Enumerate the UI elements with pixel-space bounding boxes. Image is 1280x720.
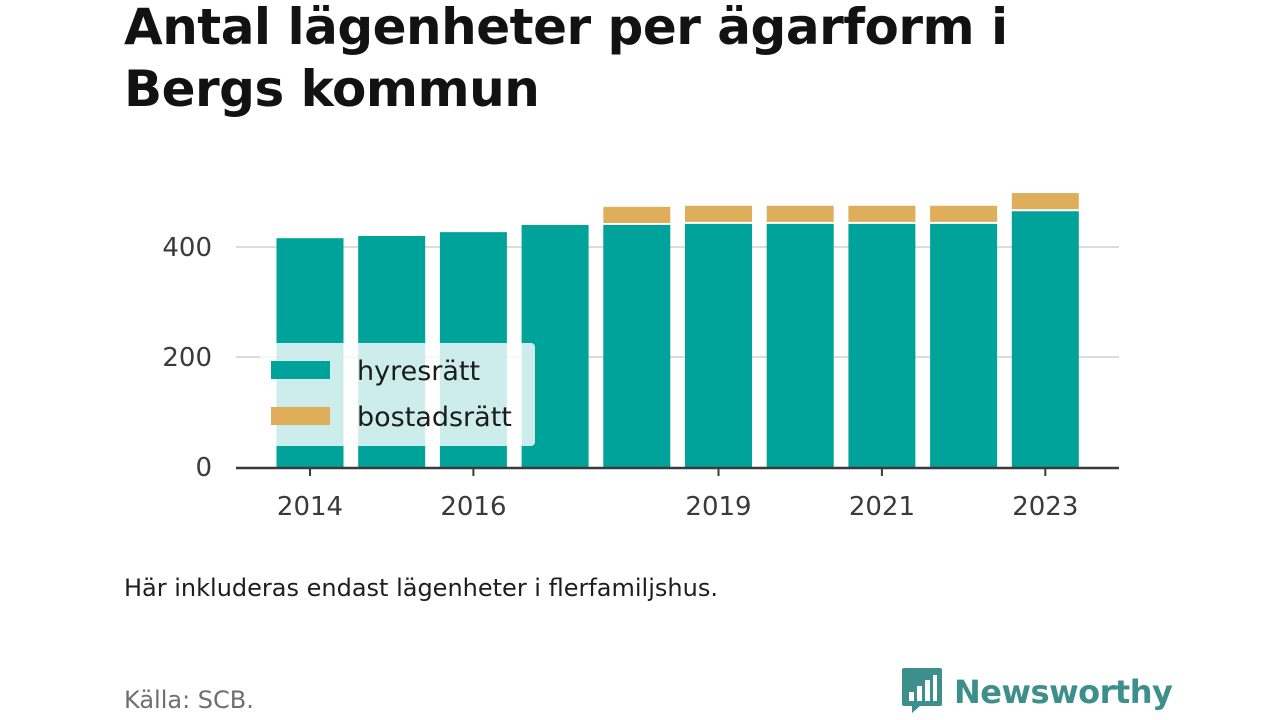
bar-2018-series-0 <box>603 225 671 467</box>
chart-area: 0 200 400 2014 2016 2019 2021 2023 hyresrätt bo… <box>162 193 1119 522</box>
brand-logo: Newsworthy <box>900 666 1173 718</box>
bar-chart-speech-bubble-icon <box>900 666 944 718</box>
chart-title: Antal lägenheter per ägarform i Bergs ko… <box>124 0 1008 118</box>
bar-2023-series-1 <box>1011 193 1079 210</box>
x-tick-label-2016: 2016 <box>440 492 506 522</box>
bar-2022-series-1 <box>930 205 998 222</box>
bar-2022-series-0 <box>930 223 998 467</box>
bar-2018-series-1 <box>603 206 671 223</box>
legend-swatch-bostadsratt <box>271 407 330 425</box>
chart-note: Här inkluderas endast lägenheter i flerf… <box>124 574 718 602</box>
legend-label-bostadsratt: bostadsrätt <box>357 402 512 433</box>
x-tick-label-2021: 2021 <box>849 492 915 522</box>
x-tick-label-2014: 2014 <box>277 492 343 522</box>
bar-2019-series-1 <box>685 205 752 222</box>
y-tick-label-200: 200 <box>162 343 212 373</box>
legend: hyresrätt bostadsrätt <box>260 343 535 446</box>
bar-2019-series-0 <box>685 223 752 467</box>
bar-2021-series-1 <box>848 205 916 222</box>
legend-swatch-hyresratt <box>271 361 330 379</box>
bar-2021-series-0 <box>848 223 916 467</box>
brand-name: Newsworthy <box>954 673 1173 711</box>
axes: 0 200 400 2014 2016 2019 2021 2023 <box>162 233 1119 522</box>
y-tick-label-0: 0 <box>195 453 212 483</box>
x-tick-label-2023: 2023 <box>1012 492 1078 522</box>
legend-label-hyresratt: hyresrätt <box>357 356 480 387</box>
bar-2020-series-1 <box>766 205 834 222</box>
bar-2023-series-0 <box>1011 211 1079 467</box>
y-tick-label-400: 400 <box>162 233 212 263</box>
x-tick-label-2019: 2019 <box>685 492 751 522</box>
bar-2020-series-0 <box>766 223 834 467</box>
source-text: Källa: SCB. <box>124 686 254 714</box>
